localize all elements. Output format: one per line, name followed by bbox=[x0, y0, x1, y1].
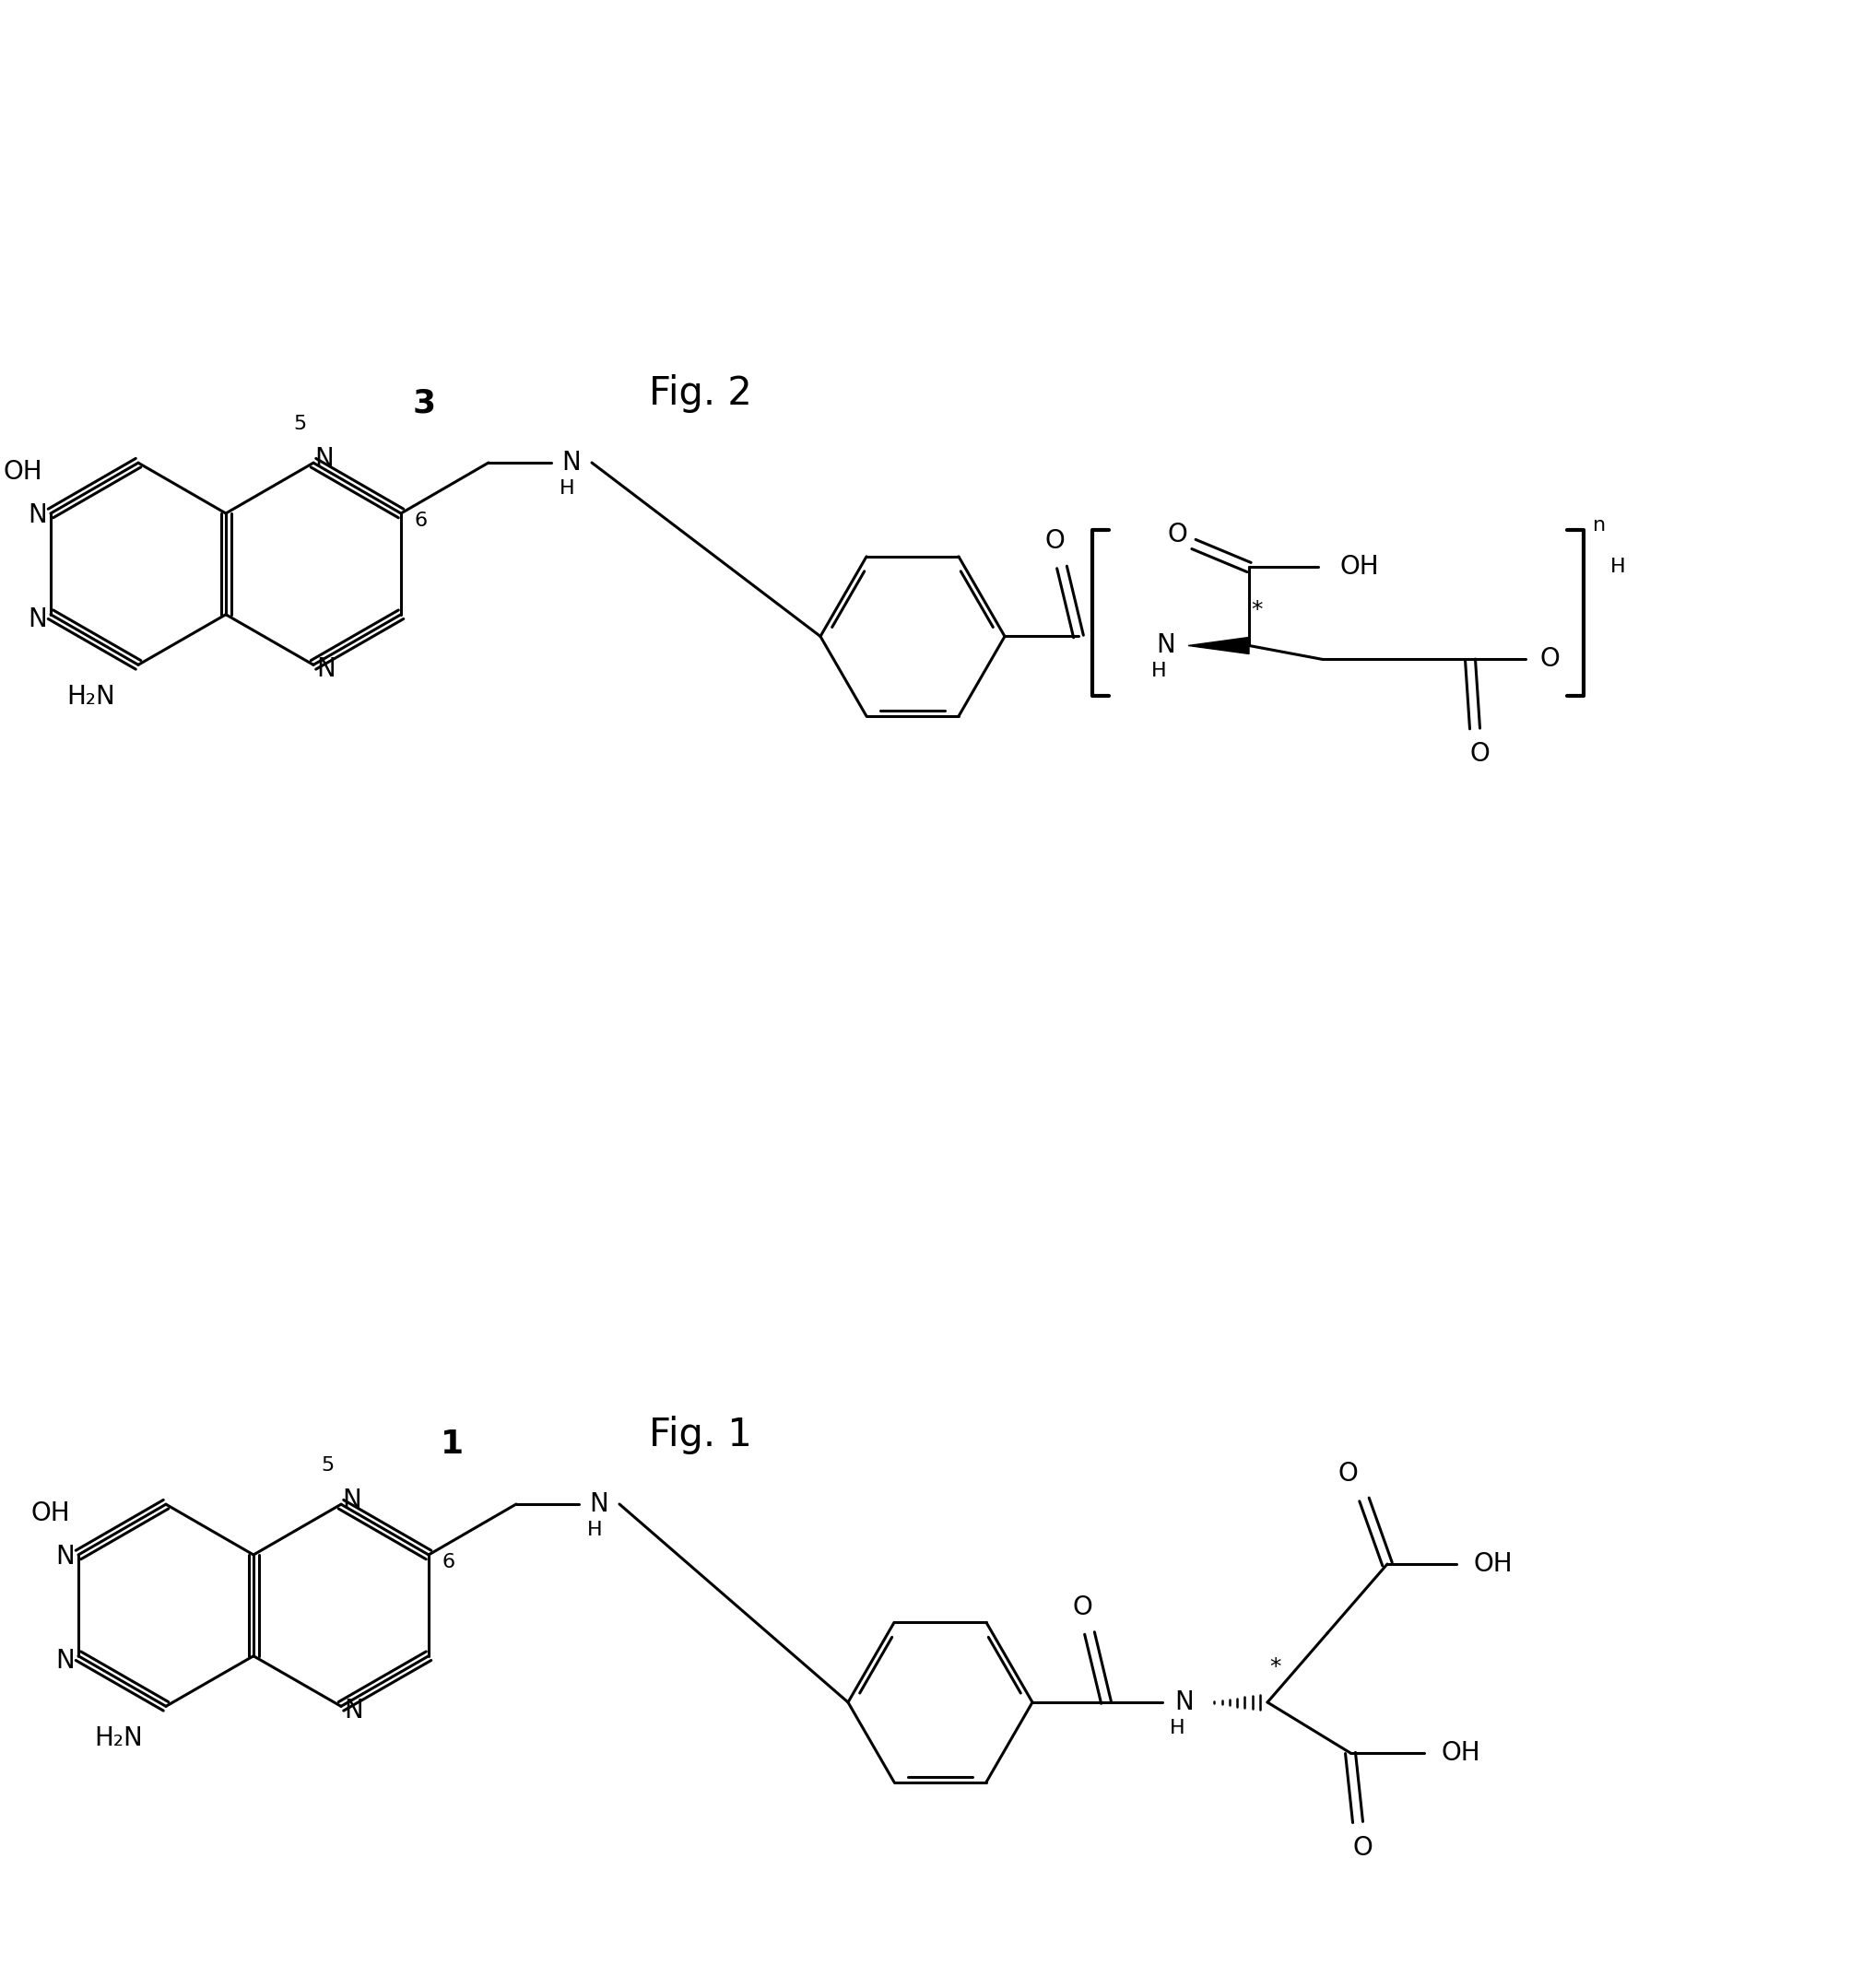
Text: N: N bbox=[1175, 1690, 1194, 1716]
Text: N: N bbox=[1156, 632, 1175, 658]
Text: N: N bbox=[344, 1698, 363, 1724]
Polygon shape bbox=[1188, 638, 1249, 654]
Text: O: O bbox=[1469, 742, 1490, 767]
Text: Fig. 2: Fig. 2 bbox=[650, 374, 752, 414]
Text: H: H bbox=[1169, 1720, 1184, 1738]
Text: H: H bbox=[559, 479, 575, 497]
Text: H₂N: H₂N bbox=[95, 1726, 143, 1751]
Text: Fig. 1: Fig. 1 bbox=[650, 1415, 752, 1455]
Text: O: O bbox=[1337, 1461, 1357, 1487]
Text: O: O bbox=[1352, 1835, 1372, 1861]
Text: 1: 1 bbox=[439, 1429, 464, 1459]
Text: OH: OH bbox=[4, 459, 43, 485]
Text: H: H bbox=[1611, 559, 1626, 577]
Text: O: O bbox=[1045, 529, 1065, 555]
Text: 6: 6 bbox=[415, 511, 428, 531]
Text: H: H bbox=[1151, 662, 1166, 680]
Text: H₂N: H₂N bbox=[67, 684, 115, 710]
Text: OH: OH bbox=[1341, 555, 1380, 580]
Text: *: * bbox=[1251, 600, 1262, 622]
Text: 3: 3 bbox=[413, 388, 436, 417]
Text: 6: 6 bbox=[443, 1553, 456, 1571]
Text: N: N bbox=[28, 606, 47, 632]
Text: *: * bbox=[1270, 1656, 1281, 1678]
Text: OH: OH bbox=[1473, 1551, 1514, 1576]
Text: H: H bbox=[587, 1521, 601, 1539]
Text: N: N bbox=[56, 1545, 74, 1571]
Text: O: O bbox=[1540, 646, 1560, 672]
Text: N: N bbox=[28, 503, 47, 529]
Text: O: O bbox=[1167, 523, 1188, 549]
Text: N: N bbox=[315, 445, 333, 471]
Text: N: N bbox=[562, 449, 581, 475]
Text: 5: 5 bbox=[320, 1457, 333, 1475]
Text: OH: OH bbox=[1441, 1740, 1480, 1765]
Text: n: n bbox=[1592, 517, 1605, 535]
Text: OH: OH bbox=[32, 1501, 71, 1527]
Text: N: N bbox=[56, 1648, 74, 1674]
Text: N: N bbox=[590, 1491, 609, 1517]
Text: N: N bbox=[343, 1487, 361, 1513]
Text: 5: 5 bbox=[292, 415, 305, 433]
Text: N: N bbox=[317, 656, 335, 682]
Text: O: O bbox=[1073, 1594, 1093, 1620]
